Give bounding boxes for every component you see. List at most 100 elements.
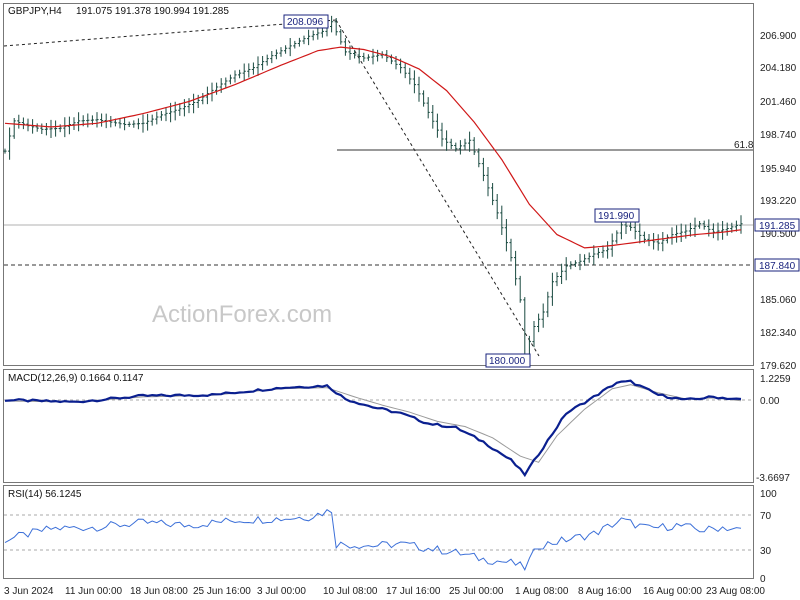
price-bar <box>77 112 81 132</box>
price-bar <box>417 76 421 102</box>
price-pane-symbol: GBPJPY,H4 <box>8 6 62 17</box>
y-tick-label: 179.620 <box>760 361 797 372</box>
price-bar <box>164 107 168 122</box>
price-bar <box>330 15 334 33</box>
y-tick-label: 190.500 <box>760 229 797 240</box>
price-bar <box>293 40 297 49</box>
y-tick-label: 182.340 <box>760 328 797 339</box>
rsi-tick-label: 100 <box>760 489 777 500</box>
price-bar <box>256 56 260 76</box>
price-bar <box>449 138 453 149</box>
x-tick-label: 23 Aug 08:00 <box>706 586 765 597</box>
price-bar <box>17 114 21 129</box>
price-bar <box>573 260 577 267</box>
support-level-tag: 187.840 <box>759 261 796 272</box>
price-bar <box>274 49 278 60</box>
x-tick-label: 3 Jul 00:00 <box>257 586 306 597</box>
moving-average-line <box>4 46 742 249</box>
price-bar <box>146 113 150 131</box>
fib-618-label: 61.8 <box>734 140 754 151</box>
price-bar <box>178 103 182 116</box>
price-bar <box>357 47 361 64</box>
price-bar <box>688 222 692 237</box>
price-bar <box>247 63 251 78</box>
price-bar <box>302 35 306 45</box>
price-bar <box>656 234 660 251</box>
macd-tick-label: 0.00 <box>760 396 780 407</box>
price-bar <box>495 194 499 220</box>
y-tick-label: 201.460 <box>760 97 797 108</box>
price-bar <box>587 252 591 263</box>
macd-tick-label: 1.2259 <box>760 374 791 385</box>
price-bar <box>86 113 90 128</box>
rsi-tick-label: 0 <box>760 574 766 585</box>
price-bar <box>320 26 324 38</box>
price-bar <box>435 113 439 138</box>
price-bar <box>3 148 7 154</box>
macd-line <box>4 379 742 478</box>
price-bar <box>564 257 568 281</box>
current-price-tag: 191.285 <box>759 221 796 232</box>
price-bar <box>35 123 39 132</box>
price-bar <box>472 137 476 155</box>
price-bar <box>408 67 412 85</box>
price-bar <box>187 98 191 114</box>
price-bar <box>569 261 573 270</box>
price-bar <box>440 122 444 147</box>
price-bar <box>739 215 743 234</box>
macd-tick-label: -3.6697 <box>756 473 790 484</box>
price-bar <box>426 97 430 119</box>
swing-high-label-box <box>594 208 640 223</box>
price-bar <box>362 52 366 62</box>
price-bar <box>54 120 58 137</box>
price-bar <box>238 69 242 79</box>
macd-pane <box>3 369 754 483</box>
price-bar <box>431 105 435 129</box>
x-tick-label: 3 Jun 2024 <box>4 586 54 597</box>
price-bar <box>376 49 380 62</box>
price-bar <box>403 62 407 79</box>
rsi-pane-title: RSI(14) 56.1245 <box>8 489 82 500</box>
x-tick-label: 10 Jul 08:00 <box>323 586 378 597</box>
price-bar <box>633 219 637 240</box>
price-bar <box>95 112 99 128</box>
price-bar <box>132 120 136 128</box>
x-tick-label: 16 Aug 00:00 <box>643 586 702 597</box>
price-bar <box>555 272 559 287</box>
price-bar <box>219 78 223 93</box>
price-bar <box>518 275 522 303</box>
price-bar <box>228 74 232 85</box>
price-bar <box>141 114 145 133</box>
price-bar <box>698 221 702 229</box>
low-label-box <box>485 353 531 368</box>
price-bar <box>270 51 274 64</box>
price-bar <box>468 131 472 152</box>
x-tick-label: 25 Jun 16:00 <box>193 586 251 597</box>
price-bar <box>366 54 370 61</box>
price-bar <box>578 253 582 271</box>
price-bar <box>279 47 283 57</box>
price-bar <box>537 313 541 333</box>
price-bar <box>297 37 301 47</box>
x-tick-label: 25 Jul 00:00 <box>449 586 504 597</box>
price-bar <box>224 77 228 88</box>
price-bar <box>100 113 104 127</box>
price-bar <box>445 130 449 151</box>
price-bar <box>500 205 504 235</box>
price-bar <box>504 219 508 252</box>
price-bar <box>412 70 416 94</box>
price-bar <box>606 241 610 259</box>
price-bar <box>307 29 311 46</box>
support-level-tag-box <box>754 258 800 272</box>
price-bar <box>550 272 554 306</box>
price-bar <box>541 303 545 328</box>
price-bar <box>711 223 715 239</box>
y-tick-label: 204.180 <box>760 63 797 74</box>
price-bar <box>127 121 131 128</box>
price-bar <box>514 250 518 286</box>
rsi-pane <box>3 485 754 579</box>
price-bar <box>136 118 140 130</box>
low-label: 180.000 <box>489 356 526 367</box>
price-bar <box>233 70 237 83</box>
trendline-upper <box>3 19 337 47</box>
